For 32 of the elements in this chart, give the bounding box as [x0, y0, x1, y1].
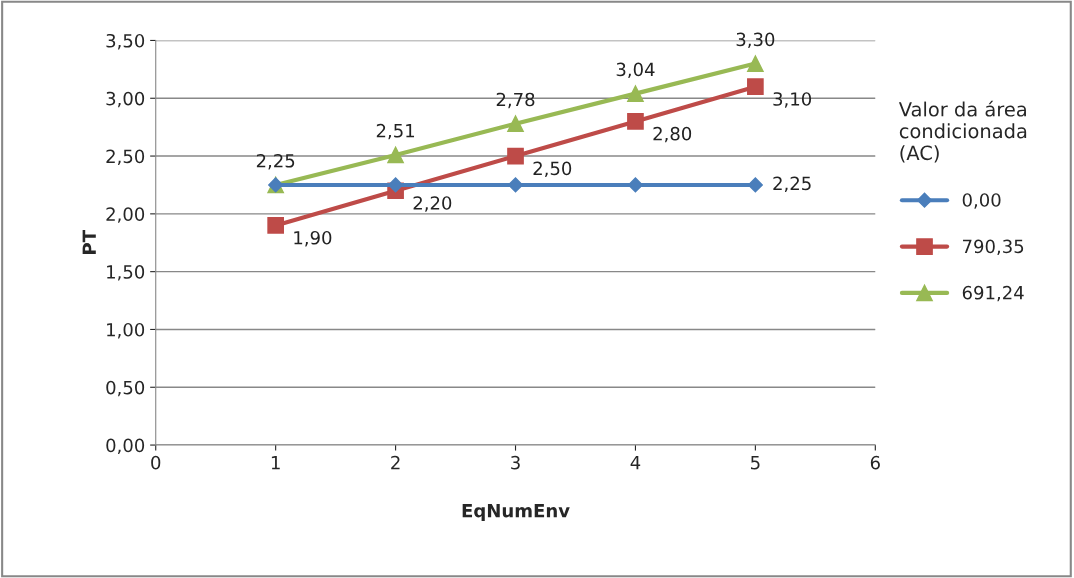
- legend-title: Valor da área condicionada (AC): [898, 100, 1027, 163]
- data-label: 2,50: [533, 161, 572, 178]
- x-tick-label: 5: [751, 456, 760, 470]
- legend-label: 0,00: [962, 193, 1001, 209]
- x-tick-label: 0: [151, 455, 161, 470]
- y-tick-label: 0,50: [106, 380, 145, 397]
- data-label: 1,90: [294, 230, 332, 247]
- data-label: 2,20: [413, 196, 452, 212]
- x-tick-label: 4: [630, 456, 641, 470]
- x-tick-label: 2: [391, 455, 400, 470]
- x-axis-title: EqNumEnv: [462, 504, 570, 521]
- y-tick-label: 2,50: [106, 149, 145, 166]
- y-tick-label: 3,00: [106, 91, 145, 108]
- y-tick-label: 1,50: [107, 265, 145, 281]
- data-label: 3,04: [616, 62, 655, 79]
- data-label: 2,80: [653, 126, 692, 143]
- data-label: 3,30: [736, 32, 775, 49]
- data-label: 2,25: [773, 176, 811, 193]
- legend-label: 691,24: [962, 285, 1024, 302]
- y-tick-label: 1,00: [107, 322, 145, 339]
- x-tick-label: 1: [271, 456, 280, 470]
- y-axis-title: PT: [82, 230, 96, 254]
- legend-label: 790,35: [963, 239, 1024, 256]
- data-label: 2,25: [256, 153, 295, 170]
- y-tick-label: 0,00: [106, 438, 145, 455]
- y-tick-label: 3,50: [106, 33, 145, 50]
- x-tick-label: 3: [511, 455, 520, 470]
- data-label: 2,78: [496, 92, 535, 109]
- x-tick-label: 6: [870, 455, 880, 470]
- data-label: 3,10: [773, 92, 812, 108]
- data-label: 2,51: [376, 123, 415, 140]
- y-tick-label: 2,00: [106, 207, 145, 223]
